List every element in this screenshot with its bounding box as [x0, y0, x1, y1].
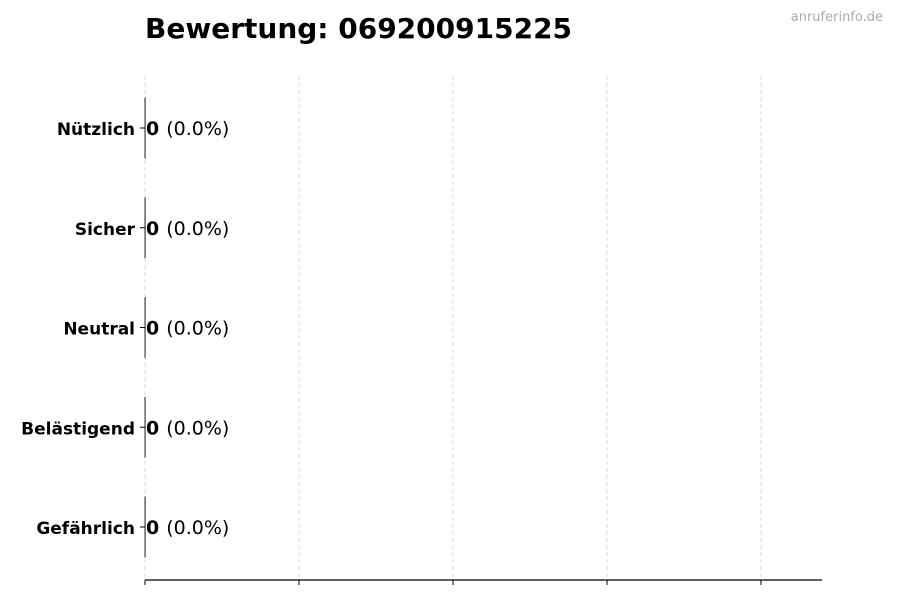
percent-label: (0.0%) — [166, 318, 229, 340]
value-label: 0 — [146, 118, 159, 140]
value-label: 0 — [146, 417, 159, 439]
y-tick-label: Sicher — [75, 220, 136, 240]
data-label: 0 (0.0%) — [146, 517, 229, 539]
watermark: anruferinfo.de — [790, 10, 883, 25]
percent-label: (0.0%) — [166, 417, 229, 439]
data-label: 0 (0.0%) — [146, 118, 229, 140]
percent-label: (0.0%) — [166, 218, 229, 240]
y-tick-label: Gefährlich — [36, 519, 135, 539]
data-label: 0 (0.0%) — [146, 417, 229, 439]
value-label: 0 — [146, 517, 159, 539]
percent-label: (0.0%) — [166, 517, 229, 539]
y-tick-label: Belästigend — [21, 419, 135, 439]
y-tick-label: Neutral — [63, 320, 135, 340]
data-label: 0 (0.0%) — [146, 318, 229, 340]
percent-label: (0.0%) — [166, 118, 229, 140]
data-label: 0 (0.0%) — [146, 218, 229, 240]
chart-title: Bewertung: 069200915225 — [145, 12, 573, 45]
y-tick-label: Nützlich — [57, 120, 135, 140]
value-label: 0 — [146, 318, 159, 340]
value-label: 0 — [146, 218, 159, 240]
